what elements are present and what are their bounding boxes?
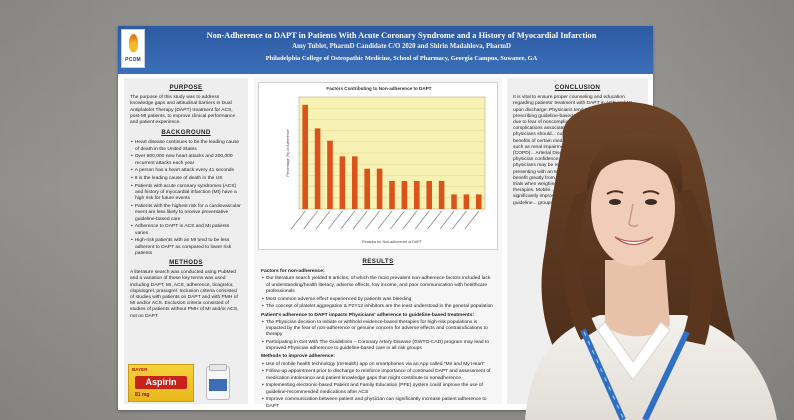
chart-bar: [476, 194, 482, 209]
results-item: Our literature search yielded 9 articles…: [261, 276, 495, 295]
background-item: Heart disease continues to be the leadin…: [130, 140, 242, 152]
x-tick-label: [340, 210, 356, 230]
results-item: Use of mobile health technology (mHealth…: [261, 362, 495, 368]
background-list: Heart disease continues to be the leadin…: [130, 140, 242, 257]
x-tick-label: [439, 210, 455, 230]
left-column: PURPOSE The purpose of this study was to…: [124, 78, 248, 404]
x-tick-label: [402, 210, 418, 230]
aspirin-dose: 81 mg: [135, 392, 150, 398]
x-tick-label: [352, 210, 368, 230]
chart-bar: [327, 140, 333, 209]
results-item: The Physician decision to initiate or wi…: [261, 320, 495, 339]
results-item: Participating in Get With The Guidelines…: [261, 340, 495, 352]
bottle-cap: [209, 364, 227, 371]
chart-bar: [401, 181, 408, 209]
methods-heading: METHODS: [169, 259, 203, 267]
chart-bar: [352, 156, 358, 209]
chart-bar: [426, 181, 432, 209]
purpose-heading: PURPOSE: [169, 84, 203, 91]
background-heading: BACKGROUND: [161, 129, 211, 137]
x-tick-label: [303, 210, 318, 230]
pill-bottle: [206, 364, 230, 400]
poster-title: Non-Adherence to DAPT in Patients With A…: [206, 31, 597, 40]
chart-bar: [451, 194, 457, 209]
bar-chart: Percentage (%) of Adherence Reasons for …: [258, 82, 498, 250]
poster-affiliation: Philadelphia College of Osteopathic Medi…: [265, 55, 538, 62]
x-tick-label: [414, 210, 430, 230]
results-section: RESULTS Factors for non-adherence: Our l…: [258, 256, 498, 408]
x-tick-label: [427, 210, 442, 230]
x-axis-label: Reasons for Non-adherence of DAPT: [362, 240, 423, 244]
y-axis-label: Percentage (%) of Adherence: [286, 129, 290, 176]
logo-text: PCOM: [125, 57, 141, 63]
medication-images: BAYER Aspirin 81 mg: [124, 364, 248, 404]
results-item: Improve communication between patient an…: [261, 397, 495, 409]
background-item: A person has a heart attack every 41 sec…: [130, 168, 242, 174]
aspirin-name: Aspirin: [135, 376, 187, 389]
poster-header: PCOM Non-Adherence to DAPT in Patients W…: [118, 26, 653, 74]
chart-bar: [389, 181, 395, 209]
bottle-label: [209, 379, 227, 391]
presenter-photo: [525, 101, 777, 420]
background-item: Over 600,000 new heart attacks and 200,0…: [130, 154, 242, 166]
flame-icon: [129, 34, 138, 52]
chart-bar: [364, 168, 370, 209]
background-item: Adherence to DAPT in ACS and MI patients…: [130, 224, 242, 236]
aspirin-package: BAYER Aspirin 81 mg: [128, 364, 194, 402]
chart-bar: [339, 156, 346, 209]
impact-heading: Patient's adherence to DAPT impacts Phys…: [261, 312, 474, 318]
middle-column: Percentage (%) of Adherence Reasons for …: [254, 78, 502, 409]
background-item: Patients with the highest risk for a car…: [130, 204, 242, 223]
factors-heading: Factors for non-adherence:: [261, 269, 325, 275]
results-item: Implementing electronic-based Patient an…: [261, 383, 495, 395]
chart-bar: [438, 181, 445, 209]
chart-bars: [302, 104, 482, 209]
aspirin-brand: BAYER: [132, 367, 148, 372]
results-item: The concept of platelet aggregation & P2…: [261, 304, 495, 310]
x-tick-label: [328, 210, 343, 230]
purpose-text: The purpose of this study was to address…: [130, 95, 236, 126]
x-tick-label: [464, 210, 480, 230]
poster-authors: Amy Tublet, PharmD Candidate C/O 2020 an…: [292, 43, 511, 50]
x-tick-label: [365, 210, 380, 230]
background-item: It is the leading cause of death in the …: [130, 176, 242, 182]
x-tick-label: [315, 210, 331, 230]
results-item: Follow-up appointment prior to discharge…: [261, 369, 495, 381]
results-item: Most common adverse effect experienced b…: [261, 297, 495, 303]
x-tick-marks: [290, 210, 480, 230]
chart-bar: [302, 104, 308, 209]
chart-canvas: Percentage (%) of Adherence Reasons for …: [286, 96, 486, 244]
chart-title: Factors Contributing to Non-adherence to…: [326, 86, 432, 91]
x-tick-label: [390, 210, 405, 230]
chart-bar: [314, 128, 321, 209]
x-tick-label: [452, 210, 467, 230]
x-tick-label: [290, 210, 306, 230]
improve-heading: Methods to improve adherence:: [261, 354, 335, 360]
methods-text: A literature search was conducted using …: [130, 270, 239, 319]
x-tick-label: [377, 210, 393, 230]
chart-bar: [414, 181, 420, 209]
background-item: High-risk patients with an MI tend to be…: [130, 238, 242, 257]
chart-bar: [376, 168, 383, 209]
background-item: Patients with acute coronary syndromes (…: [130, 184, 242, 203]
chart-bar: [463, 194, 470, 209]
results-heading: RESULTS: [362, 258, 394, 265]
conclusion-heading: CONCLUSION: [554, 84, 601, 91]
pcom-logo: PCOM: [121, 29, 145, 68]
